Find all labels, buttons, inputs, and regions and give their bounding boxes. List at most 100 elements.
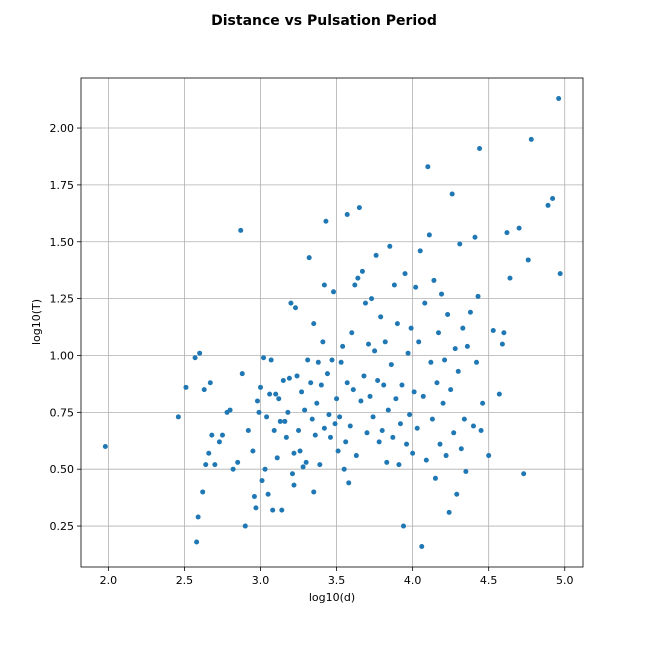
scatter-point: [270, 507, 276, 513]
scatter-point: [219, 432, 225, 438]
scatter-point: [428, 359, 434, 365]
scatter-point: [352, 282, 358, 288]
scatter-point: [311, 321, 317, 327]
scatter-point: [463, 468, 469, 474]
y-tick-label: 0.25: [50, 520, 75, 533]
scatter-point: [102, 443, 108, 449]
scatter-point: [358, 398, 364, 404]
scatter-point: [419, 544, 425, 550]
scatter-point: [302, 407, 308, 413]
scatter-point: [443, 453, 449, 459]
scatter-point: [379, 428, 385, 434]
scatter-point: [340, 343, 346, 349]
scatter-point: [402, 271, 408, 277]
scatter-point: [407, 412, 413, 418]
scatter-point: [420, 393, 426, 399]
scatter-point: [262, 466, 268, 472]
scatter-point: [251, 493, 257, 499]
y-tick-label: 1.25: [50, 293, 75, 306]
scatter-point: [501, 330, 507, 336]
scatter-point: [309, 416, 315, 422]
scatter-point: [372, 348, 378, 354]
scatter-point: [417, 248, 423, 254]
scatter-point: [283, 434, 289, 440]
scatter-point: [429, 416, 435, 422]
scatter-point: [207, 380, 213, 386]
scatter-point: [490, 327, 496, 333]
scatter-point: [277, 418, 283, 424]
scatter-point: [264, 414, 270, 420]
scatter-point: [370, 414, 376, 420]
scatter-point: [242, 523, 248, 529]
scatter-point: [253, 505, 259, 511]
scatter-point: [457, 241, 463, 247]
scatter-point: [396, 462, 402, 468]
scatter-point: [451, 430, 457, 436]
scatter-point: [400, 523, 406, 529]
scatter-point: [385, 407, 391, 413]
scatter-point: [449, 191, 455, 197]
scatter-point: [422, 300, 428, 306]
scatter-point: [376, 439, 382, 445]
scatter-point: [239, 371, 245, 377]
scatter-point: [426, 232, 432, 238]
scatter-point: [286, 375, 292, 381]
scatter-point: [297, 448, 303, 454]
scatter-point: [445, 312, 451, 318]
scatter-point: [480, 400, 486, 406]
scatter-point: [461, 416, 467, 422]
scatter-point: [230, 466, 236, 472]
scatter-point: [308, 380, 314, 386]
scatter-point: [346, 480, 352, 486]
scatter-point: [353, 453, 359, 459]
scatter-point: [238, 227, 244, 233]
scatter-point: [460, 325, 466, 331]
scatter-point: [227, 407, 233, 413]
scatter-point: [448, 387, 454, 393]
x-tick-label: 4.0: [404, 574, 422, 587]
scatter-point: [373, 252, 379, 258]
scatter-point: [312, 432, 318, 438]
scatter-point: [294, 373, 300, 379]
scatter-point: [197, 350, 203, 356]
scatter-point: [200, 489, 206, 495]
scatter-point: [425, 164, 431, 170]
scatter-point: [341, 466, 347, 472]
scatter-point: [282, 418, 288, 424]
x-tick-label: 5.0: [556, 574, 574, 587]
scatter-point: [268, 357, 274, 363]
chart-title: Distance vs Pulsation Period: [211, 13, 437, 29]
scatter-point: [245, 428, 251, 434]
scatter-point: [327, 434, 333, 440]
scatter-point: [355, 275, 361, 281]
plot-area-frame: [80, 77, 584, 568]
scatter-point: [183, 384, 189, 390]
y-axis-label: log10(T): [30, 299, 43, 345]
y-tick-label: 1.00: [50, 349, 75, 362]
scatter-point: [414, 425, 420, 431]
scatter-point: [317, 462, 323, 468]
x-tick-label: 2.5: [176, 574, 194, 587]
scatter-point: [332, 421, 338, 427]
scatter-point: [366, 341, 372, 347]
scatter-point: [296, 428, 302, 434]
y-tick-label: 2.00: [50, 122, 75, 135]
scatter-point: [458, 446, 464, 452]
scatter-point: [343, 439, 349, 445]
scatter-point: [256, 409, 262, 415]
x-axis-label: log10(d): [309, 591, 355, 604]
scatter-point: [382, 339, 388, 345]
scatter-point: [349, 330, 355, 336]
scatter-point: [324, 371, 330, 377]
scatter-point: [289, 471, 295, 477]
scatter-point: [334, 396, 340, 402]
scatter-point: [378, 314, 384, 320]
scatter-point: [235, 459, 241, 465]
scatter-point: [201, 387, 207, 393]
scatter-point: [276, 396, 282, 402]
scatter-point: [455, 368, 461, 374]
scatter-point: [397, 421, 403, 427]
scatter-point: [413, 284, 419, 290]
scatter-point: [344, 211, 350, 217]
scatter-point: [475, 293, 481, 299]
